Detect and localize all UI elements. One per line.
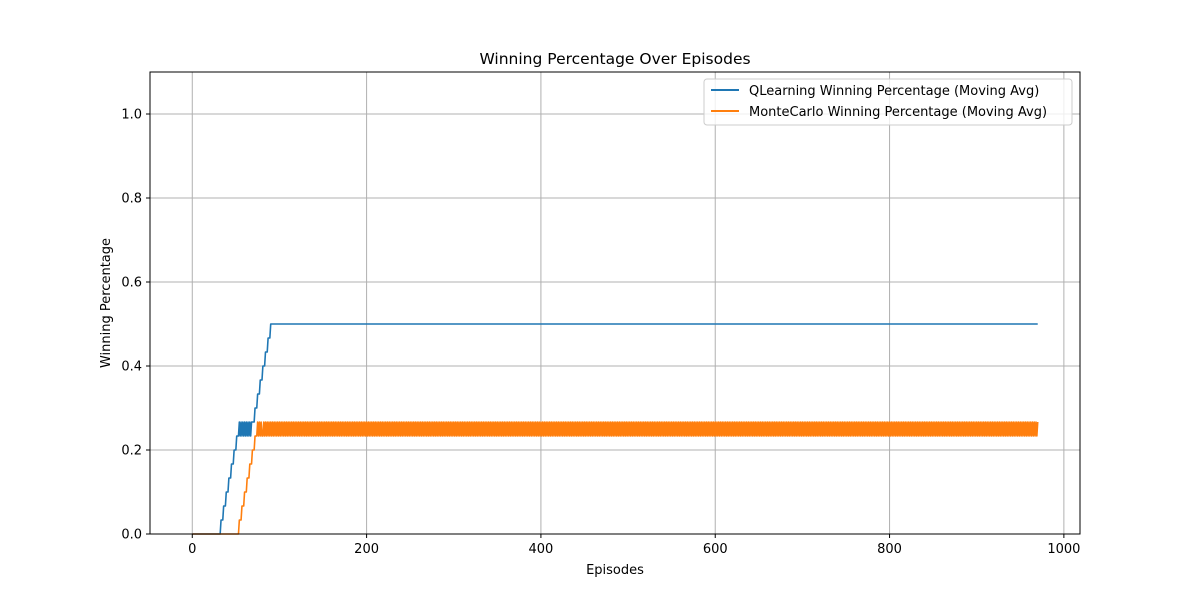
x-tick-label: 400 xyxy=(528,542,553,557)
x-tick-label: 800 xyxy=(877,542,902,557)
x-axis-label: Episodes xyxy=(586,563,644,578)
x-tick-label: 1000 xyxy=(1047,542,1080,557)
y-tick-label: 0.6 xyxy=(121,276,142,291)
chart-title: Winning Percentage Over Episodes xyxy=(479,50,750,68)
plot-frame xyxy=(149,71,1081,535)
y-tick-label: 0.2 xyxy=(121,444,142,459)
y-tick-label: 0.0 xyxy=(121,528,142,543)
series-line-montecarlo xyxy=(192,421,1039,535)
x-tick-label: 200 xyxy=(354,542,379,557)
y-tick-label: 0.8 xyxy=(121,192,142,207)
x-tick-label: 0 xyxy=(188,542,196,557)
legend: QLearning Winning Percentage (Moving Avg… xyxy=(703,78,1073,126)
y-axis-label: Winning Percentage xyxy=(99,238,114,368)
x-tick-label: 600 xyxy=(703,542,728,557)
legend-label-montecarlo: MonteCarlo Winning Percentage (Moving Av… xyxy=(749,105,1047,120)
legend-box xyxy=(703,78,1073,126)
axis-ticks: 0 200 400 600 800 1000 0.0 0.2 0.4 0.6 0.8 1.0 xyxy=(121,108,1080,558)
y-tick-label: 0.4 xyxy=(121,360,142,375)
legend-label-qlearning: QLearning Winning Percentage (Moving Avg… xyxy=(749,84,1039,99)
y-tick-label: 1.0 xyxy=(121,108,142,123)
